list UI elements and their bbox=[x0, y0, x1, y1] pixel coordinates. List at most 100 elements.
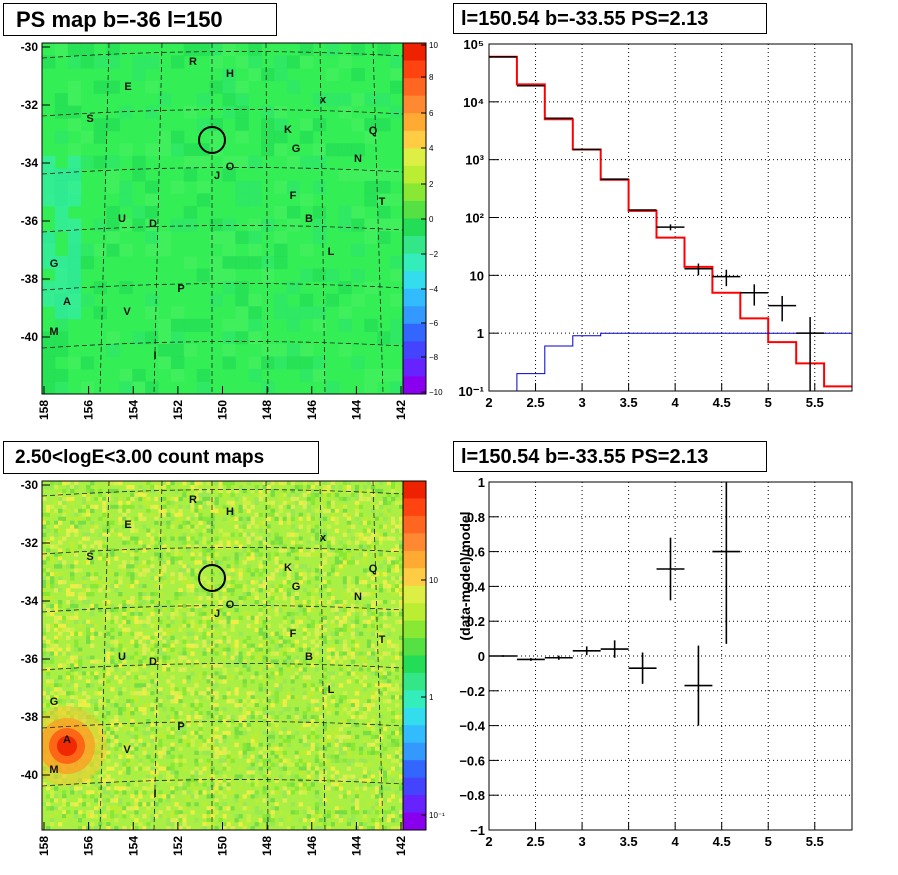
count-map-pixel bbox=[378, 528, 384, 533]
count-map-pixel bbox=[362, 707, 368, 712]
count-map-pixel bbox=[214, 643, 219, 648]
count-map-pixel bbox=[290, 647, 295, 652]
ps-map-pixel bbox=[286, 205, 301, 219]
count-map-pixel bbox=[334, 810, 340, 815]
count-map-pixel bbox=[66, 635, 71, 640]
count-map-pixel bbox=[378, 715, 384, 720]
count-map-pixel bbox=[82, 592, 87, 597]
ps-map-pixel bbox=[390, 193, 403, 207]
count-map-pixel bbox=[202, 588, 207, 593]
count-map-pixel bbox=[166, 726, 171, 732]
count-map-pixel bbox=[310, 520, 315, 525]
count-map-pixel bbox=[274, 556, 279, 561]
count-map-pixel bbox=[86, 560, 91, 565]
count-map-pixel bbox=[150, 643, 155, 648]
count-map-pixel bbox=[154, 584, 159, 589]
count-map-pixel bbox=[387, 770, 392, 775]
count-map-pixel bbox=[334, 711, 340, 716]
count-map-pixel bbox=[242, 560, 247, 565]
count-map-pixel bbox=[366, 639, 372, 644]
count-map-pixel bbox=[110, 699, 115, 704]
count-map-pixel bbox=[182, 623, 187, 629]
count-map-pixel bbox=[110, 778, 115, 783]
count-map-pixel bbox=[150, 794, 155, 799]
count-map-pixel bbox=[70, 603, 75, 609]
count-map-pixel bbox=[387, 584, 392, 589]
count-map-pixel bbox=[186, 580, 191, 585]
count-map-pixel bbox=[262, 774, 267, 779]
count-map-pixel bbox=[366, 770, 372, 775]
count-map-pixel bbox=[50, 691, 55, 696]
count-map-pixel bbox=[186, 492, 191, 498]
count-map-pixel bbox=[378, 802, 384, 807]
ps-map-pixel bbox=[145, 243, 159, 257]
count-map-pixel bbox=[378, 782, 384, 787]
count-map-pixel bbox=[314, 699, 320, 704]
count-map-pixel bbox=[222, 532, 227, 537]
count-map-pixel bbox=[326, 488, 332, 494]
count-map-pixel bbox=[382, 516, 388, 521]
count-map-pixel bbox=[186, 504, 191, 510]
ps-map-source-label: L bbox=[328, 246, 335, 258]
count-map-pixel bbox=[58, 576, 63, 581]
count-map-pixel bbox=[254, 798, 259, 803]
ps-map-pixel bbox=[274, 343, 288, 357]
count-map-pixel bbox=[42, 568, 47, 573]
count-map-ps-circle bbox=[198, 564, 226, 592]
count-map-pixel bbox=[202, 742, 207, 748]
count-map-pixel bbox=[391, 711, 396, 716]
count-map-pixel bbox=[230, 611, 235, 617]
count-map-pixel bbox=[378, 671, 384, 676]
count-map-pixel bbox=[246, 707, 251, 712]
count-map-pixel bbox=[262, 758, 267, 763]
count-map-pixel bbox=[358, 826, 364, 830]
count-map-pixel bbox=[98, 496, 103, 502]
count-map-pixel bbox=[70, 485, 75, 490]
count-map-pixel bbox=[58, 663, 63, 668]
count-map-pixel bbox=[282, 568, 287, 573]
count-map-pixel bbox=[250, 643, 255, 648]
count-map-pixel bbox=[250, 770, 255, 775]
count-map-pixel bbox=[222, 611, 227, 617]
count-map-pixel bbox=[214, 754, 219, 759]
count-map-pixel bbox=[254, 730, 259, 736]
count-map-pixel bbox=[66, 671, 71, 676]
count-map-pixel bbox=[190, 711, 195, 716]
count-map-pixel bbox=[154, 738, 159, 744]
count-map-pixel bbox=[106, 568, 111, 573]
count-map-pixel bbox=[254, 806, 259, 811]
count-map-pixel bbox=[391, 631, 396, 636]
count-map-pixel bbox=[134, 552, 139, 557]
ps-map-colorbar-segment bbox=[403, 130, 426, 149]
count-map-pixel bbox=[66, 659, 71, 664]
ps-map-y-tick-label: -34 bbox=[21, 156, 39, 170]
count-map-pixel bbox=[62, 651, 67, 656]
count-map-pixel bbox=[286, 707, 291, 712]
count-map-pixel bbox=[258, 631, 263, 636]
count-map-pixel bbox=[174, 770, 179, 775]
count-map-pixel bbox=[122, 631, 127, 636]
count-map-pixel bbox=[46, 588, 51, 593]
count-map-pixel bbox=[82, 699, 87, 704]
count-map-pixel bbox=[395, 826, 400, 830]
count-map-colorbar-segment bbox=[403, 568, 426, 587]
count-map-pixel bbox=[391, 592, 396, 597]
count-map-pixel bbox=[202, 826, 207, 830]
count-map-pixel bbox=[350, 524, 356, 529]
count-map-x-tick-label: 156 bbox=[82, 836, 96, 856]
count-map-pixel bbox=[202, 651, 207, 656]
count-map-pixel bbox=[278, 504, 283, 510]
count-map-pixel bbox=[250, 691, 255, 696]
count-map-pixel bbox=[395, 492, 400, 498]
count-map-pixel bbox=[282, 790, 287, 795]
count-map-pixel bbox=[354, 560, 360, 565]
count-map-pixel bbox=[366, 667, 372, 672]
count-map-pixel bbox=[134, 540, 139, 545]
count-map-pixel bbox=[46, 564, 51, 569]
count-map-pixel bbox=[182, 639, 187, 644]
count-map-pixel bbox=[130, 504, 135, 510]
count-map-x-tick-label: 144 bbox=[349, 836, 363, 856]
count-map-pixel bbox=[70, 572, 75, 577]
ps-map-pixel bbox=[196, 368, 211, 382]
count-map-pixel bbox=[134, 754, 139, 759]
